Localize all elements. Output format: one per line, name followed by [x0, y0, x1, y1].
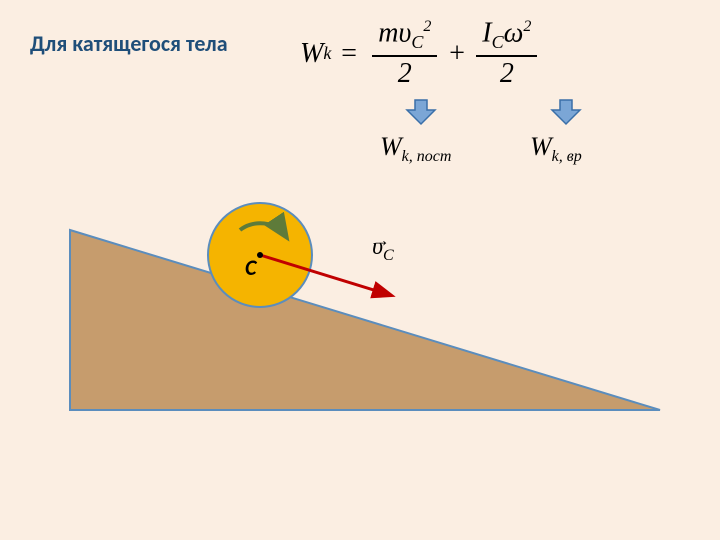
equals-sign: =: [339, 38, 358, 70]
v-squared: 2: [423, 18, 431, 35]
m-symbol: m: [378, 17, 398, 48]
sub-k: k: [402, 148, 409, 165]
plus-sign: +: [447, 38, 466, 70]
translational-term: mυC2 2: [372, 18, 437, 90]
rotational-term: ICω2 2: [476, 18, 537, 90]
arrow-down-icon: [550, 98, 582, 126]
w-translational-label: Wk, пост: [380, 132, 451, 166]
denom-2b: 2: [500, 57, 514, 90]
I-symbol: I: [482, 17, 491, 48]
sub-post: пост: [413, 148, 452, 165]
slide-title: Для катящегося тела: [30, 30, 228, 57]
incline-plane: [70, 230, 660, 410]
sub-vr: вр: [563, 148, 582, 165]
denom-2a: 2: [398, 57, 412, 90]
omega-symbol: ω: [504, 17, 524, 48]
W-symbol: W: [380, 132, 402, 161]
omega-squared: 2: [523, 18, 531, 35]
center-label: С: [245, 254, 256, 281]
rolling-body-diagram: [60, 200, 680, 500]
arrow-down-icon: [405, 98, 437, 126]
W-sub-k: k: [323, 43, 331, 64]
I-sub-C: C: [492, 32, 504, 52]
sub-k: k: [552, 148, 559, 165]
v-sub-C: C: [411, 32, 423, 52]
velocity-label: → υC: [372, 234, 394, 265]
center-dot: [257, 252, 263, 258]
W-symbol: W: [300, 38, 323, 70]
v-symbol: υ: [398, 17, 411, 48]
vector-arrow-icon: →: [372, 230, 390, 251]
W-symbol: W: [530, 132, 552, 161]
w-rotational-label: Wk, вр: [530, 132, 582, 166]
kinetic-energy-formula: Wk = mυC2 2 + ICω2 2: [300, 18, 543, 90]
